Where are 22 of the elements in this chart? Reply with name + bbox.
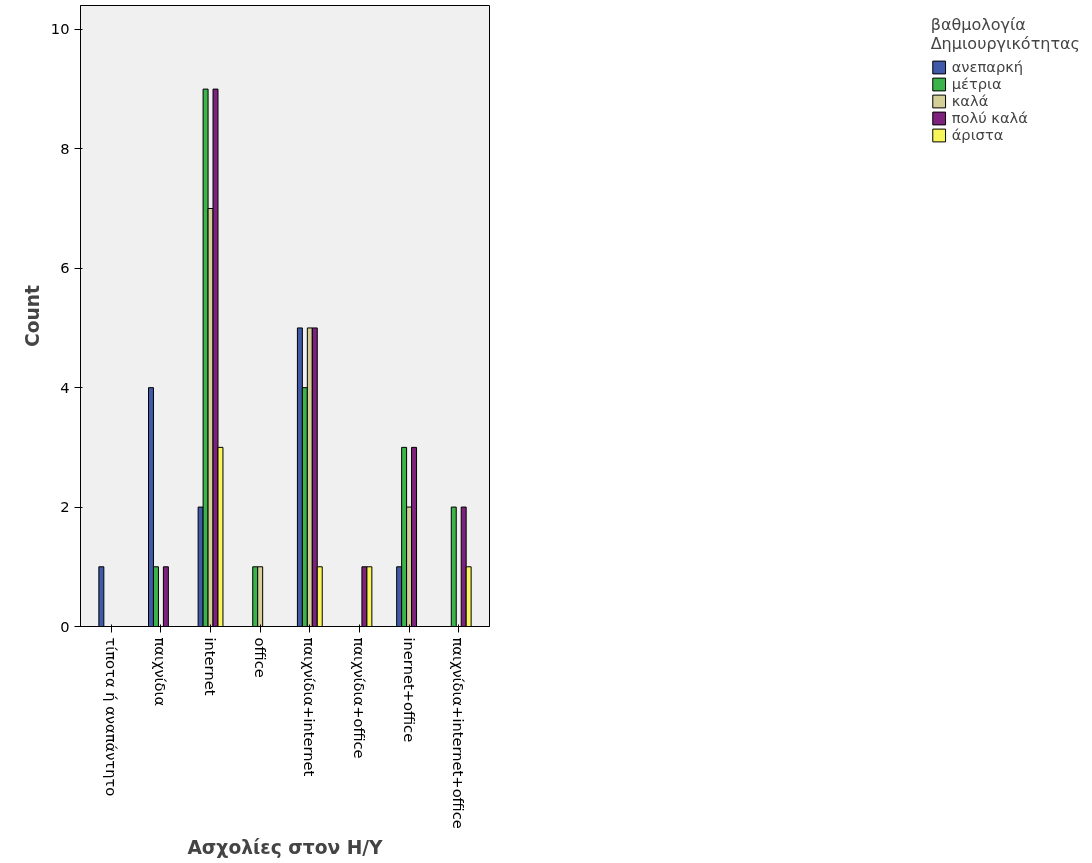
y-tick-label: 8 [60, 139, 70, 157]
y-axis-title: Count [21, 284, 43, 347]
y-tick-label: 2 [60, 498, 70, 516]
y-tick-label: 10 [50, 20, 70, 38]
legend-title: βαθμολογία Δημιουργικότητας [930, 15, 1080, 53]
legend-label: ανεπαρκή [951, 58, 1024, 75]
x-tick-label: παιχνίδια+internet+office [450, 637, 468, 829]
y-tick-label: 6 [60, 259, 70, 277]
x-axis-title: Ασχολίες στον Η/Υ [187, 836, 384, 858]
x-tick-label: τίποτα ή αναπάντητο [102, 637, 120, 797]
legend-label: μέτρια [951, 75, 1002, 92]
x-tick-label: παιχνίδια+office [350, 637, 368, 759]
x-tick-label: παιχνίδια [152, 637, 170, 707]
legend-label: πολύ καλά [951, 109, 1028, 126]
x-tick-label: παιχνίδια+internet [301, 637, 319, 777]
y-tick-label: 4 [60, 378, 70, 396]
x-tick-label: inernet+office [400, 637, 418, 743]
x-tick-label: office [251, 637, 269, 678]
y-tick-label: 0 [60, 617, 70, 635]
legend-label: καλά [951, 92, 989, 109]
legend-label: άριστα [951, 126, 1004, 143]
x-tick-label: internet [202, 637, 220, 696]
